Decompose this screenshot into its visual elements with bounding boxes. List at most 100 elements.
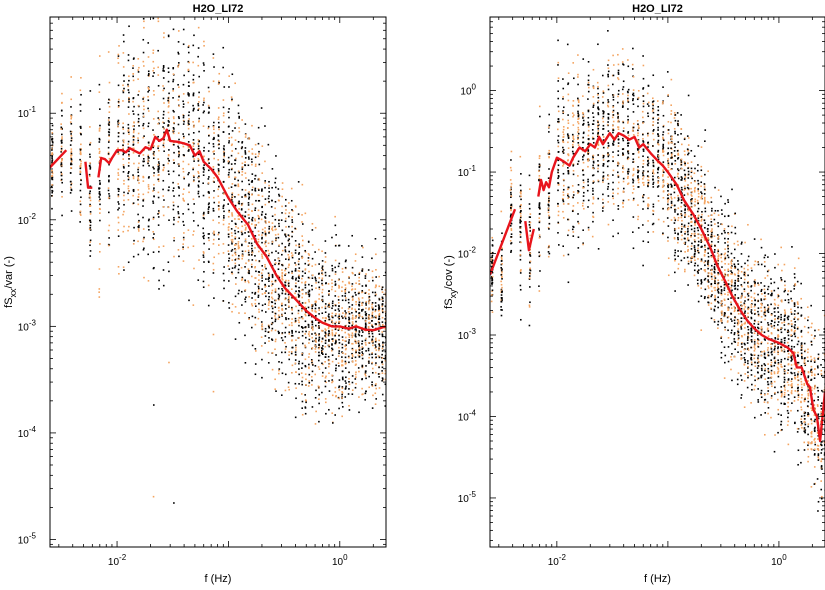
scatter-point (332, 301, 334, 303)
scatter-point (613, 114, 615, 116)
scatter-point (108, 225, 110, 227)
scatter-point (223, 145, 225, 147)
scatter-point (312, 322, 314, 324)
scatter-point (558, 244, 560, 246)
scatter-point (178, 41, 180, 43)
scatter-point (304, 250, 306, 252)
scatter-point (153, 251, 155, 253)
scatter-point (203, 62, 205, 64)
scatter-point (492, 276, 494, 278)
scatter-point (567, 135, 569, 137)
scatter-point (228, 163, 230, 165)
scatter-point (272, 290, 274, 292)
scatter-point (163, 37, 165, 39)
scatter-point (548, 212, 550, 214)
scatter-point (658, 140, 660, 142)
scatter-point (302, 275, 304, 277)
scatter-point (295, 318, 297, 320)
scatter-point (529, 230, 531, 232)
scatter-point (622, 93, 624, 95)
scatter-point (79, 159, 81, 161)
scatter-point (235, 306, 237, 308)
scatter-point (152, 61, 154, 63)
scatter-point (278, 244, 280, 246)
scatter-point (261, 234, 263, 236)
scatter-point (652, 224, 654, 226)
scatter-point (325, 272, 327, 274)
scatter-point (652, 130, 654, 132)
scatter-point (335, 273, 337, 275)
scatter-point (238, 258, 240, 260)
scatter-point (89, 156, 91, 158)
scatter-point (642, 122, 644, 124)
scatter-point (371, 381, 373, 383)
scatter-point (138, 230, 140, 232)
scatter-point (208, 91, 210, 93)
scatter-point (52, 159, 54, 161)
scatter-point (153, 404, 155, 406)
scatter-point (348, 381, 350, 383)
scatter-point (301, 384, 303, 386)
scatter-point (647, 103, 649, 105)
scatter-point (622, 48, 624, 50)
scatter-point (123, 211, 125, 213)
scatter-point (188, 118, 190, 120)
scatter-point (302, 271, 304, 273)
scatter-point (318, 309, 320, 311)
scatter-point (255, 324, 257, 326)
scatter-point (147, 126, 149, 128)
scatter-point (213, 190, 215, 192)
scatter-point (275, 339, 277, 341)
scatter-point (588, 87, 590, 89)
scatter-point (305, 373, 307, 375)
scatter-point (322, 375, 324, 377)
scatter-point (70, 192, 72, 194)
scatter-point (238, 153, 240, 155)
scatter-point (637, 123, 639, 125)
scatter-point (118, 99, 120, 101)
scatter-point (558, 135, 560, 137)
scatter-point (255, 156, 257, 158)
scatter-point (381, 362, 383, 364)
scatter-point (218, 116, 220, 118)
scatter-point (668, 225, 670, 227)
scatter-point (501, 301, 503, 303)
scatter-point (272, 226, 274, 228)
scatter-point (325, 252, 327, 254)
scatter-point (501, 276, 503, 278)
scatter-point (288, 280, 290, 282)
scatter-point (261, 328, 263, 330)
scatter-point (647, 93, 649, 95)
scatter-point (308, 257, 310, 259)
scatter-point (362, 256, 364, 258)
scatter-point (203, 150, 205, 152)
scatter-point (642, 178, 644, 180)
scatter-point (562, 98, 564, 100)
scatter-point (231, 228, 233, 230)
scatter-point (108, 140, 110, 142)
scatter-point (519, 221, 521, 223)
scatter-point (198, 96, 200, 98)
scatter-point (563, 106, 565, 108)
scatter-point (264, 264, 266, 266)
scatter-point (592, 190, 594, 192)
scatter-point (177, 221, 179, 223)
scatter-point (274, 315, 276, 317)
scatter-point (291, 339, 293, 341)
scatter-point (351, 308, 353, 310)
scatter-point (663, 171, 665, 173)
scatter-point (71, 159, 73, 161)
scatter-point (658, 200, 660, 202)
scatter-point (288, 254, 290, 256)
scatter-point (375, 305, 377, 307)
scatter-point (358, 341, 360, 343)
scatter-point (375, 311, 377, 313)
scatter-point (61, 173, 63, 175)
scatter-point (80, 160, 82, 162)
scatter-point (355, 331, 357, 333)
scatter-point (133, 178, 135, 180)
scatter-point (315, 278, 317, 280)
scatter-point (262, 257, 264, 259)
scatter-point (228, 216, 230, 218)
scatter-point (315, 303, 317, 305)
